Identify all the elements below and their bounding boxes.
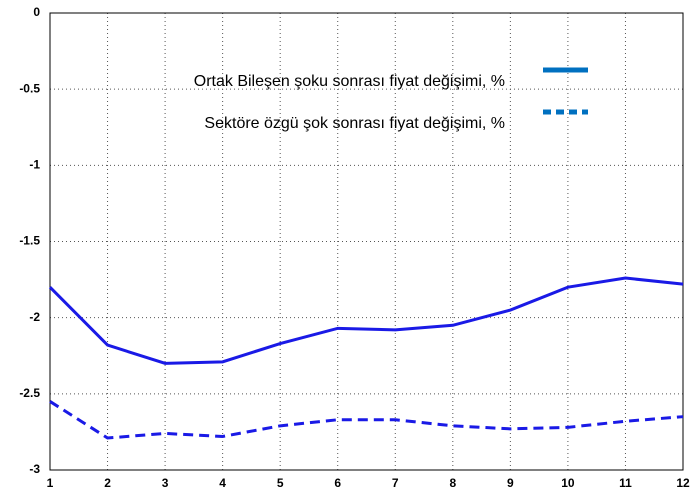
x-tick-label: 9: [507, 476, 514, 490]
x-tick-label: 7: [392, 476, 399, 490]
x-tick-label: 12: [676, 476, 690, 490]
x-tick-label: 6: [334, 476, 341, 490]
y-tick-label: -3: [29, 462, 40, 476]
x-tick-label: 5: [277, 476, 284, 490]
x-tick-label: 8: [449, 476, 456, 490]
plot-frame: [49, 12, 684, 471]
x-tick-label: 3: [162, 476, 169, 490]
x-tick-label: 2: [104, 476, 111, 490]
y-tick-label: -0.5: [19, 81, 40, 95]
series-line: [48, 276, 684, 365]
y-tick-label: -2.5: [19, 386, 40, 400]
legend-label: Sektöre özgü şok sonrası fiyat değişimi,…: [204, 115, 505, 132]
y-tick-label: -1: [29, 158, 40, 172]
series-line: [49, 400, 684, 440]
legend-label: Ortak Bileşen şoku sonrası fiyat değişim…: [194, 73, 505, 90]
x-tick-label: 11: [619, 476, 632, 490]
y-tick-label: -1.5: [19, 234, 40, 248]
x-tick-label: 1: [47, 476, 54, 490]
y-tick-label: -2: [29, 310, 40, 324]
y-tick-label: 0: [33, 5, 40, 19]
x-tick-label: 4: [219, 476, 226, 490]
x-tick-label: 10: [561, 476, 575, 490]
